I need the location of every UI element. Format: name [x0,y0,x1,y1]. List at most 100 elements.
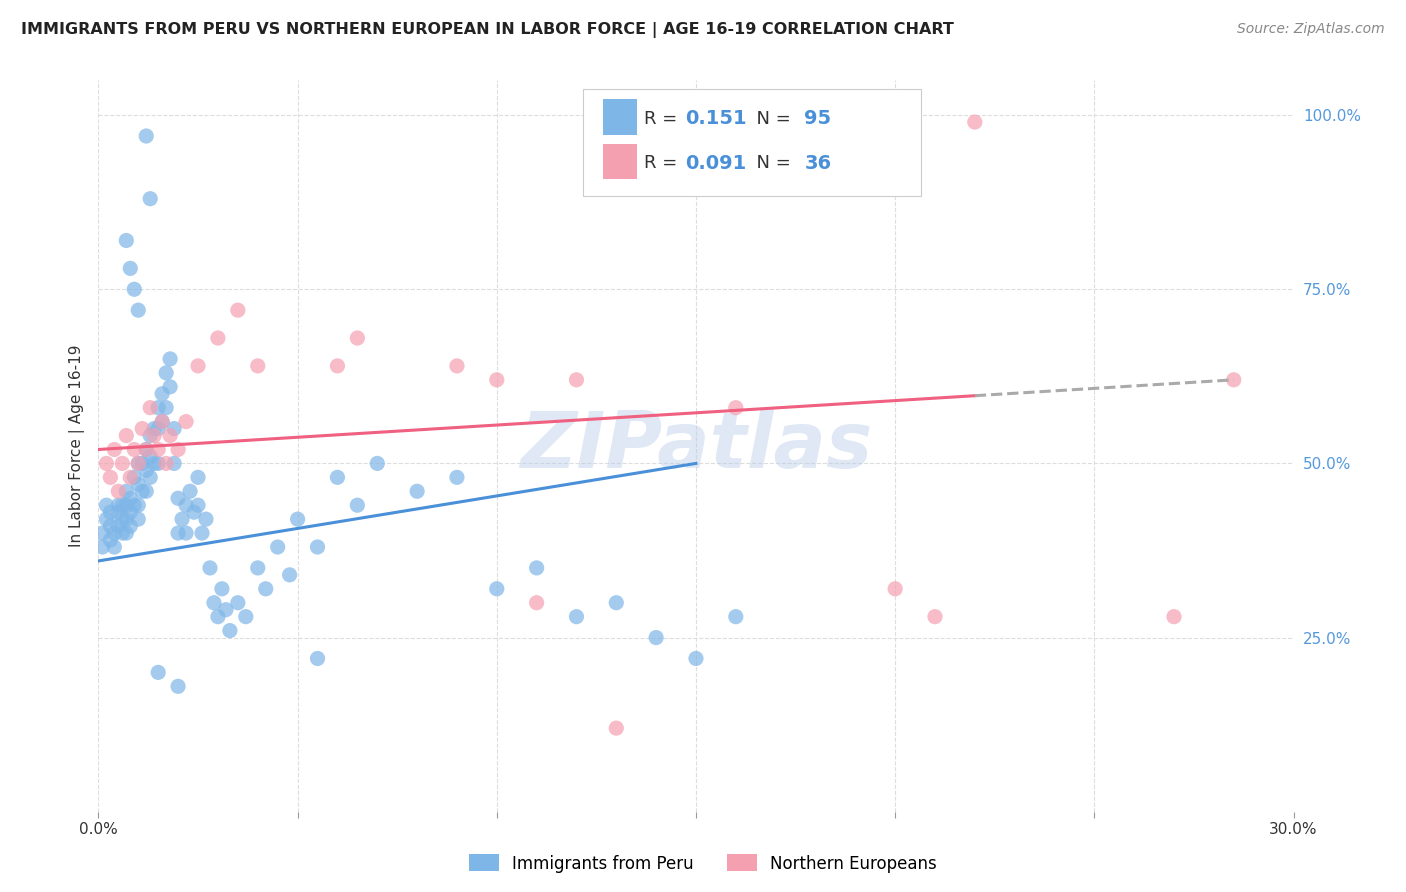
Point [207,331,229,345]
Point [187,359,209,373]
Point [115,428,138,442]
Point [91,540,114,554]
Point [159,351,181,366]
Point [148,665,170,680]
Point [191,526,214,541]
Point [159,380,181,394]
Point [246,561,269,575]
Point [98,505,122,519]
Point [226,596,249,610]
Point [111,498,134,512]
Point [120,519,142,533]
Point [115,234,138,248]
Point [120,261,142,276]
Point [179,484,201,499]
Point [115,526,138,541]
Point [124,282,146,296]
Point [127,303,149,318]
Point [120,470,142,484]
Point [167,679,190,693]
Point [207,609,229,624]
Point [174,415,197,429]
Point [565,609,588,624]
Point [98,470,122,484]
Point [143,457,166,471]
Point [135,463,157,477]
Point [98,533,122,547]
Text: 36: 36 [804,153,831,173]
Point [565,373,588,387]
Point [183,505,205,519]
Point [143,428,166,442]
Point [103,442,125,457]
Point [924,609,946,624]
Point [120,505,142,519]
Point [235,609,257,624]
Point [446,359,468,373]
Point [124,470,146,484]
Point [131,421,153,435]
Text: N =: N = [745,154,797,172]
Point [963,115,986,129]
Point [150,415,173,429]
Point [174,498,197,512]
Point [111,526,134,541]
Text: R =: R = [644,154,683,172]
Point [127,498,149,512]
Point [267,540,290,554]
Point [96,457,118,471]
Point [111,457,134,471]
Point [187,498,209,512]
Point [131,457,153,471]
Text: Source: ZipAtlas.com: Source: ZipAtlas.com [1237,22,1385,37]
Point [172,512,194,526]
Point [124,442,146,457]
Point [107,484,129,499]
Point [307,540,329,554]
Point [485,582,508,596]
Point [326,359,349,373]
Point [135,484,157,499]
Point [526,596,548,610]
Point [115,498,138,512]
Point [406,484,429,499]
Point [131,484,153,499]
Point [307,651,329,665]
Point [287,512,309,526]
Point [135,128,157,143]
Text: 95: 95 [804,109,831,128]
Point [174,526,197,541]
Point [135,442,157,457]
Point [163,421,186,435]
Point [135,442,157,457]
Point [685,651,707,665]
Point [107,505,129,519]
Y-axis label: In Labor Force | Age 16-19: In Labor Force | Age 16-19 [69,344,84,548]
Point [139,470,162,484]
Point [139,192,162,206]
Point [195,512,218,526]
Point [1163,609,1185,624]
Text: R =: R = [644,110,683,128]
Point [98,519,122,533]
Point [150,415,173,429]
Text: 0.151: 0.151 [685,109,747,128]
Point [139,401,162,415]
Point [155,457,177,471]
Point [366,457,388,471]
Point [127,512,149,526]
Point [127,477,149,491]
Point [148,401,170,415]
Point [163,457,186,471]
Point [148,442,170,457]
Point [219,624,242,638]
Point [1223,373,1246,387]
Point [127,457,149,471]
Point [278,567,301,582]
Point [159,428,181,442]
Point [724,609,747,624]
Point [96,498,118,512]
Text: 0.091: 0.091 [685,153,747,173]
Point [226,303,249,318]
Legend: Immigrants from Peru, Northern Europeans: Immigrants from Peru, Northern Europeans [463,847,943,880]
